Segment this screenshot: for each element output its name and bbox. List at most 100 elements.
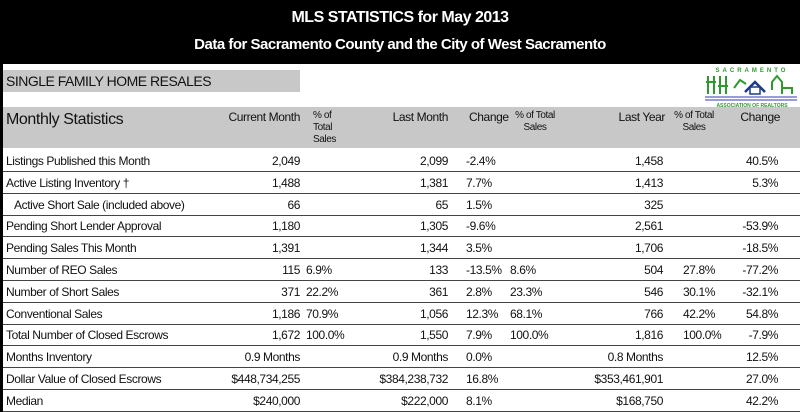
last-month-value: 1,344 [419,241,448,256]
last-month-value: 1,381 [419,175,448,190]
table-row: Months Inventory 0.9 Months 0.9 Months 0.0%… [3,346,800,369]
last-year-value: $168,750 [616,393,663,408]
current-month-value: 1,488 [271,175,300,190]
last-month-value: 361 [429,284,448,299]
row-label: Number of REO Sales [6,263,118,277]
table-row: Number of Short Sales 371 22.2% 361 2.8% 23.3… [3,281,800,303]
last-year-value: 1,413 [634,175,663,190]
svg-text:ASSOCIATION OF REALTORS: ASSOCIATION OF REALTORS [716,103,788,108]
table-header: Monthly Statistics Current Month % of To… [3,107,800,148]
last-year-value: 0.8 Months [607,350,664,365]
table-row: Median $240,000 $222,000 8.1% $168,750 42.2% [3,390,800,412]
header-pct-current: % of Total Sales [313,110,337,145]
year-change-value: 54.8% [745,306,778,321]
current-pct-value: 100.0% [306,328,345,343]
table-row: Conventional Sales 1,186 70.9% 1,056 12.3% 68… [3,303,800,325]
last-year-value: $353,461,901 [594,372,663,386]
last-year-value: 2,561 [634,219,663,234]
last-pct-value: 68.1% [510,306,543,321]
year-pct-value: 100.0% [683,328,722,343]
last-month-value: 65 [435,197,448,212]
header-last-month: Last Month [392,110,449,124]
row-label: Active Listing Inventory † [6,175,130,190]
row-label: Number of Short Sales [6,284,119,299]
month-change-value: 7.7% [466,175,492,190]
last-year-value: 1,458 [634,154,663,168]
current-month-value: 1,391 [271,241,300,256]
current-month-value: 66 [287,197,300,212]
report-title: MLS STATISTICS for May 2013 [291,9,509,26]
current-pct-value: 22.2% [306,284,339,299]
table-row: Active Short Sale (included above) 66 65 1.… [3,194,800,216]
last-year-value: 1,816 [634,328,663,343]
year-pct-value: 30.1% [683,284,716,299]
current-month-value: 1,186 [271,306,300,321]
table-row: Pending Sales This Month 1,391 1,344 3.5% 1,… [3,237,800,260]
current-pct-value: 6.9% [306,263,332,277]
current-month-value: 1,672 [271,328,300,343]
year-change-value: 5.3% [752,175,778,190]
table-row: Dollar Value of Closed Escrows $448,734,2… [3,368,800,390]
last-month-value: 2,099 [419,154,448,168]
month-change-value: 0.0% [466,350,492,365]
last-month-value: 1,305 [419,219,448,234]
row-label: Pending Sales This Month [6,241,137,256]
current-month-value: 1,180 [271,219,300,234]
header-pct-year: % of Total Sales [674,110,714,133]
header-monthly-statistics: Monthly Statistics [6,111,124,128]
table-row: Number of REO Sales 115 6.9% 133 -13.5% 8.6% 5… [3,259,800,281]
last-year-value: 766 [644,306,663,321]
year-change-value: 40.5% [745,154,778,168]
year-pct-value: 27.8% [683,263,716,277]
current-pct-value: 70.9% [306,306,339,321]
year-pct-value: 42.2% [683,306,716,321]
last-month-value: $384,238,732 [379,372,448,386]
left-border [0,64,3,412]
month-change-value: 12.3% [466,306,499,321]
last-pct-value: 100.0% [510,328,549,343]
header-last-year: Last Year [618,110,666,124]
month-change-value: 7.9% [466,328,492,343]
header-pct-last: % of Total Sales [515,110,555,133]
last-month-value: $222,000 [401,393,448,408]
year-change-value: -77.2% [742,263,778,277]
last-month-value: 133 [429,263,448,277]
header-current-month: Current Month [228,110,301,124]
year-change-value: -18.5% [742,241,778,256]
current-month-value: 371 [281,284,300,299]
month-change-value: 3.5% [466,241,492,256]
report-header: MLS STATISTICS for May 2013 Data for Sac… [0,0,800,64]
last-month-value: 1,056 [419,306,448,321]
row-label: Total Number of Closed Escrows [6,328,169,343]
last-year-value: 504 [644,263,663,277]
year-change-value: -7.9% [748,328,779,343]
month-change-value: -9.6% [466,219,496,234]
current-month-value: $448,734,255 [231,372,300,386]
month-change-value: 2.8% [466,284,492,299]
current-month-value: 0.9 Months [244,350,301,365]
year-change-value: -32.1% [742,284,778,299]
month-change-value: -2.4% [466,154,496,168]
row-label: Listings Published this Month [6,154,150,168]
table-row: Total Number of Closed Escrows 1,672 100.0… [3,324,800,347]
row-label: Active Short Sale (included above) [14,197,185,212]
current-month-value: $240,000 [253,393,300,408]
current-month-value: 115 [282,263,300,277]
row-label: Months Inventory [6,350,92,365]
row-label: Dollar Value of Closed Escrows [6,372,162,386]
section-banner: SINGLE FAMILY HOME RESALES [3,70,300,92]
month-change-value: -13.5% [466,263,502,277]
year-change-value: -53.9% [742,219,778,234]
last-month-value: 1,550 [419,328,448,343]
last-year-value: 1,706 [634,241,663,256]
svg-text:SACRAMENTO: SACRAMENTO [716,68,789,74]
row-label: Pending Short Lender Approval [6,219,162,234]
last-year-value: 546 [644,284,663,299]
sacramento-realtors-logo: SACRAMENTO ASSOCIATION OF REALTORS [690,64,800,109]
report-subtitle: Data for Sacramento County and the City … [194,36,606,53]
last-pct-value: 23.3% [510,284,543,299]
current-month-value: 2,049 [271,154,300,168]
table-row: Listings Published this Month 2,049 2,099 -… [3,150,800,172]
year-change-value: 12.5% [745,350,778,365]
last-month-value: 0.9 Months [392,350,449,365]
